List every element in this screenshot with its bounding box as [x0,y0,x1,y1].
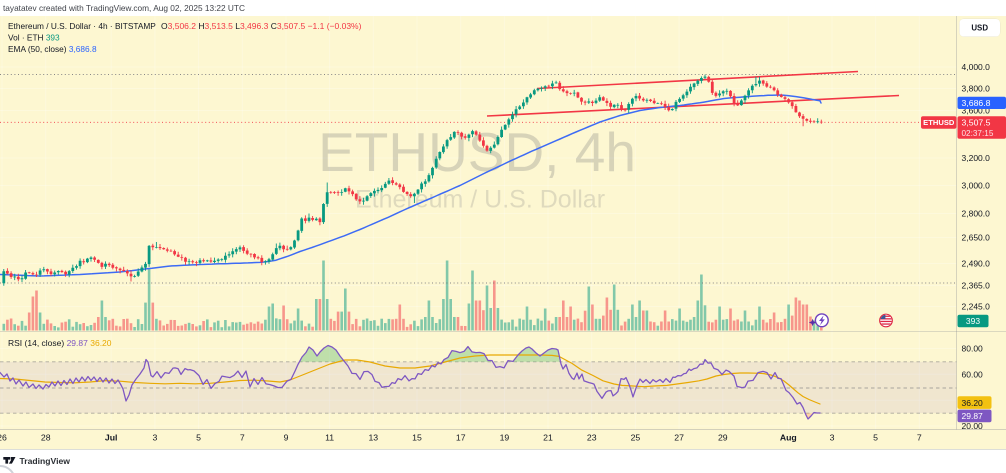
svg-text:3,507.5: 3,507.5 [962,118,991,128]
svg-text:3,200.0: 3,200.0 [962,153,991,163]
svg-text:36.20: 36.20 [962,398,984,408]
svg-text:USD: USD [971,24,988,33]
svg-text:15: 15 [412,432,422,442]
svg-text:27: 27 [674,432,684,442]
svg-text:3: 3 [830,432,835,442]
svg-text:2,800.0: 2,800.0 [962,209,991,219]
svg-text:29.87: 29.87 [962,411,984,421]
svg-text:2,245.0: 2,245.0 [962,302,991,312]
svg-text:02:37:15: 02:37:15 [962,129,994,138]
svg-text:2,650.0: 2,650.0 [962,233,991,243]
svg-text:7: 7 [240,432,245,442]
svg-text:2,365.0: 2,365.0 [962,281,991,291]
svg-text:20.00: 20.00 [962,421,984,431]
svg-text:29: 29 [718,432,728,442]
svg-text:TradingView: TradingView [20,456,71,466]
svg-text:17: 17 [456,432,466,442]
svg-text:11: 11 [325,432,334,442]
svg-text:26: 26 [0,432,7,442]
svg-text:23: 23 [587,432,597,442]
svg-text:EMA (50, close) 3,686.8: EMA (50, close) 3,686.8 [8,44,97,54]
svg-text:ETHUSD, 4h: ETHUSD, 4h [318,121,636,183]
svg-text:9: 9 [284,432,289,442]
svg-text:4,000.0: 4,000.0 [962,62,991,72]
svg-text:7: 7 [917,432,922,442]
svg-text:13: 13 [368,432,378,442]
svg-text:19: 19 [500,432,510,442]
svg-text:3,686.8: 3,686.8 [962,98,991,108]
svg-text:RSI (14, close) 29.87 36.20: RSI (14, close) 29.87 36.20 [8,338,112,348]
svg-text:Jul: Jul [105,432,118,442]
svg-text:Ethereum / U.S. Dollar · 4h ·: Ethereum / U.S. Dollar · 4h · BITSTAMP [8,21,156,31]
svg-text:393: 393 [966,316,980,326]
svg-text:tayatatev created with Trading: tayatatev created with TradingView.com, … [3,3,245,13]
svg-text:28: 28 [41,432,51,442]
svg-text:3: 3 [152,432,157,442]
svg-text:2,490.0: 2,490.0 [962,259,991,269]
svg-text:O3,506.2 H3,513.5 L3,496.3 C3,: O3,506.2 H3,513.5 L3,496.3 C3,507.5 −1.1… [161,21,362,31]
svg-text:3,600.0: 3,600.0 [962,106,991,116]
svg-text:5: 5 [196,432,201,442]
svg-text:3,000.0: 3,000.0 [962,181,991,191]
svg-text:5: 5 [873,432,878,442]
svg-text:60.00: 60.00 [962,370,984,380]
svg-text:Aug: Aug [780,432,797,442]
svg-text:Vol · ETH 393: Vol · ETH 393 [8,32,60,42]
svg-text:Ethereum / U.S. Dollar: Ethereum / U.S. Dollar [355,186,605,214]
svg-text:ETHUSD: ETHUSD [923,118,955,127]
svg-text:21: 21 [543,432,553,442]
svg-text:3,800.0: 3,800.0 [962,84,991,94]
svg-text:25: 25 [631,432,641,442]
svg-text:80.00: 80.00 [962,344,984,354]
